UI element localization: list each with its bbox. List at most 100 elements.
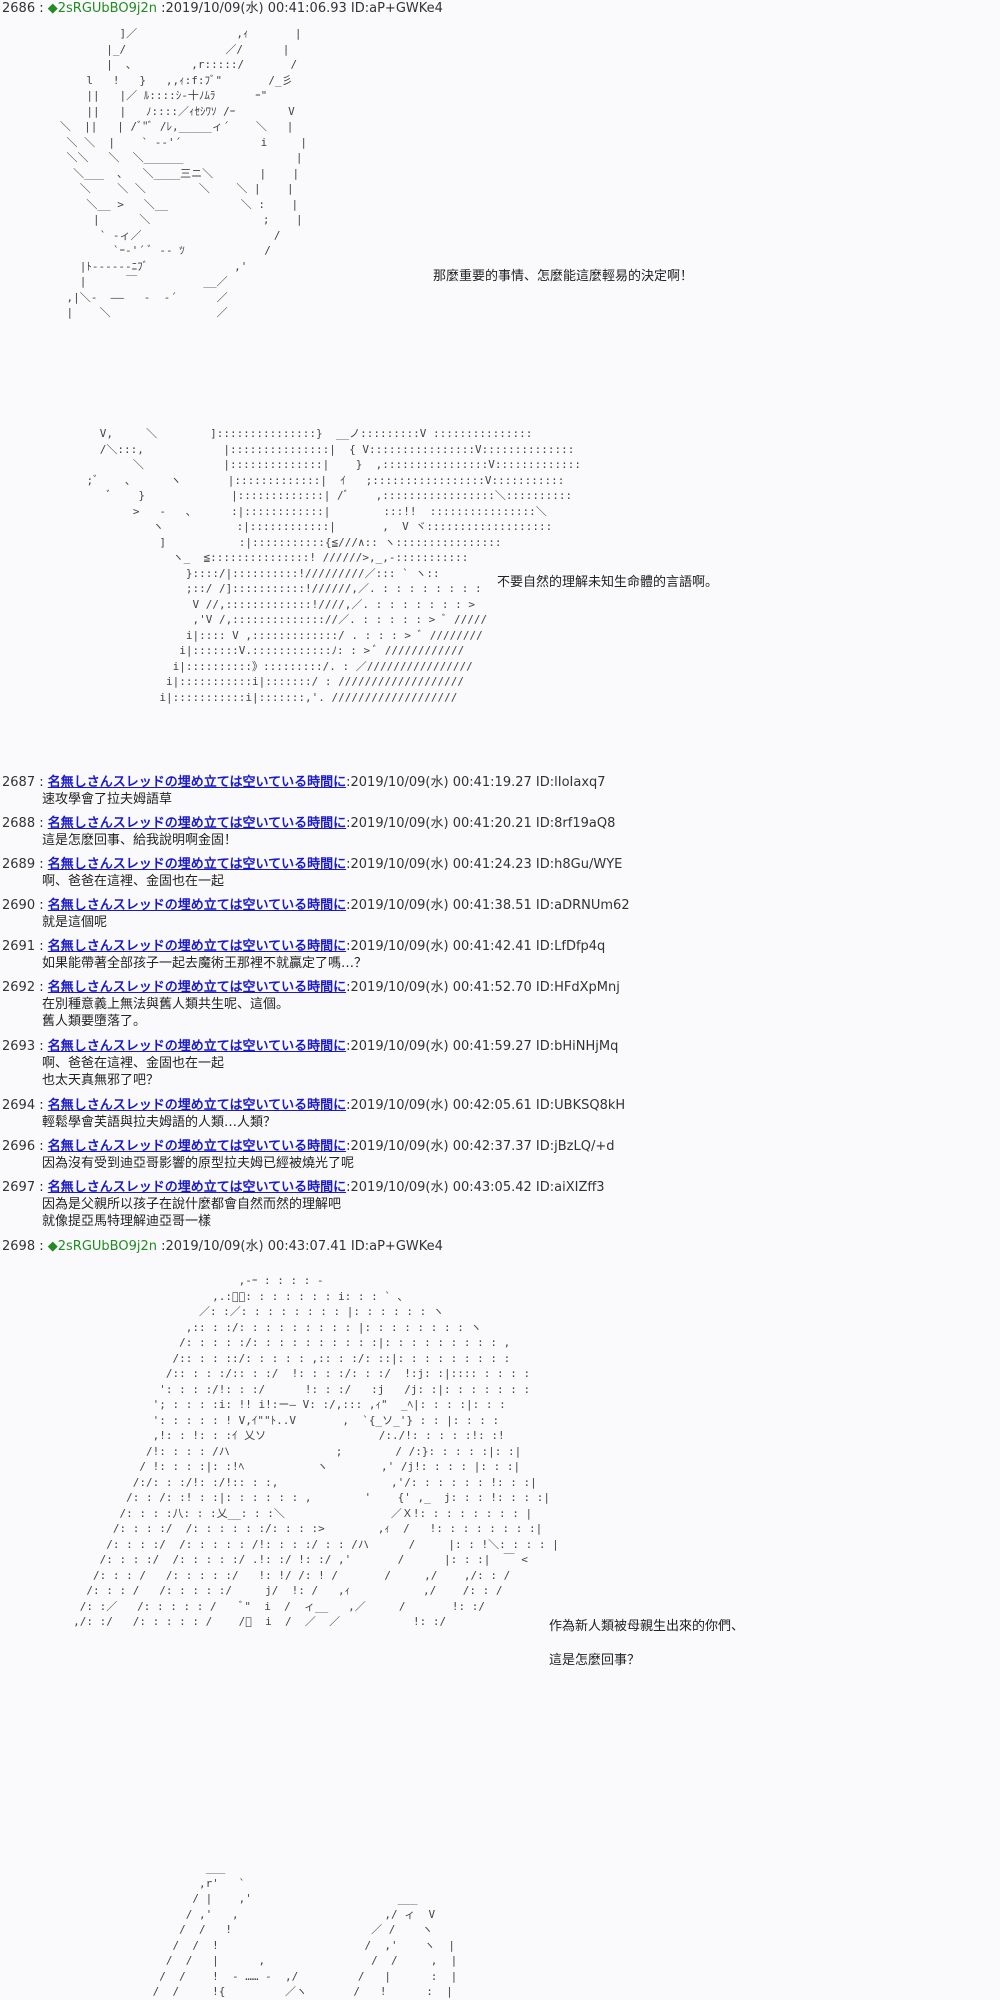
post-id[interactable]: ID:aiXIZff3 bbox=[535, 1180, 605, 1195]
post-id[interactable]: ID:h8Gu/WYE bbox=[535, 857, 623, 872]
post-date: 2019/10/09(水) 00:41:42.41 bbox=[350, 939, 532, 954]
post-number[interactable]: 2696 bbox=[2, 1139, 36, 1154]
post-body: 啊、爸爸在這裡、金固也在一起 bbox=[42, 873, 622, 890]
post-body: 如果能帶著全部孩子一起去魔術王那裡不就贏定了嗎…？ bbox=[42, 955, 605, 972]
post-line: 就像提亞馬特理解迪亞哥一樣 bbox=[42, 1214, 212, 1229]
post-date: 2019/10/09(水) 00:43:05.42 bbox=[350, 1180, 532, 1195]
post-date: 2019/10/09(水) 00:41:38.51 bbox=[350, 898, 532, 913]
poster-name-link[interactable]: 名無しさんスレッドの埋め立ては空いている時間に bbox=[47, 1098, 347, 1113]
poster-name-link[interactable]: 名無しさんスレッドの埋め立ては空いている時間に bbox=[47, 1139, 347, 1154]
poster-name-link[interactable]: 名無しさんスレッドの埋め立ては空いている時間に bbox=[47, 816, 347, 831]
post-id[interactable]: ID:lIoIaxq7 bbox=[535, 775, 606, 790]
post-line: 就是這個呢 bbox=[42, 915, 108, 930]
post-body: 就是這個呢 bbox=[42, 914, 630, 931]
dialogue-line: 這是怎麼回事？ bbox=[549, 1653, 641, 1668]
post-line: 啊、爸爸在這裡、金固也在一起 bbox=[42, 874, 225, 889]
post-line: 啊、爸爸在這裡、金固也在一起 bbox=[42, 1056, 225, 1071]
post: 2690 : 名無しさんスレッドの埋め立ては空いている時間に:2019/10/0… bbox=[2, 897, 630, 931]
post: 2697 : 名無しさんスレッドの埋め立ては空いている時間に:2019/10/0… bbox=[2, 1179, 605, 1230]
post-date: 2019/10/09(水) 00:41:52.70 bbox=[350, 980, 532, 995]
post-number[interactable]: 2690 bbox=[2, 898, 36, 913]
dialogue-line: 作為新人類被母親生出來的你們、 bbox=[549, 1619, 745, 1634]
post-line: 在別種意義上無法與舊人類共生呢、這個。 bbox=[42, 997, 290, 1012]
post-id[interactable]: ID:8rf19aQ8 bbox=[535, 816, 616, 831]
post-body: 在別種意義上無法與舊人類共生呢、這個。 舊人類要墮落了。 bbox=[42, 996, 620, 1030]
post-header: 2691 : 名無しさんスレッドの埋め立ては空いている時間に:2019/10/0… bbox=[2, 939, 606, 954]
ascii-art-2: V, ＼ ]:::::::::::::::} __ノ:::::::::V :::… bbox=[86, 427, 581, 704]
post-line: 因為是父親所以孩子在說什麼都會自然而然的理解吧 bbox=[42, 1197, 342, 1212]
post-number[interactable]: 2688 bbox=[2, 816, 36, 831]
poster-name-link[interactable]: 名無しさんスレッドの埋め立ては空いている時間に bbox=[47, 1039, 347, 1054]
post-body: 輕鬆學會芙語與拉夫姆語的人類…人類？ bbox=[42, 1114, 625, 1131]
post: 2686 : ◆2sRGUbBO9j2n :2019/10/09(水) 00:4… bbox=[2, 0, 443, 17]
post: 2688 : 名無しさんスレッドの埋め立ては空いている時間に:2019/10/0… bbox=[2, 815, 615, 849]
post: 2693 : 名無しさんスレッドの埋め立ては空いている時間に:2019/10/0… bbox=[2, 1038, 618, 1089]
post-id[interactable]: ID:aP+GWKe4 bbox=[350, 1239, 443, 1254]
ascii-art-4: ___ ,r' ` / | ,' ___ / ,' , ,/ ィ V / / ! bbox=[152, 1861, 458, 1998]
poster-name-link[interactable]: 名無しさんスレッドの埋め立ては空いている時間に bbox=[47, 939, 347, 954]
post-number[interactable]: 2689 bbox=[2, 857, 36, 872]
post-body: 因為是父親所以孩子在說什麼都會自然而然的理解吧 就像提亞馬特理解迪亞哥一樣 bbox=[42, 1196, 605, 1230]
post-date: 2019/10/09(水) 00:42:37.37 bbox=[350, 1139, 532, 1154]
poster-name-link[interactable]: 名無しさんスレッドの埋め立ては空いている時間に bbox=[47, 1180, 347, 1195]
post-body: 啊、爸爸在這裡、金固也在一起 也太天真無邪了吧？ bbox=[42, 1055, 618, 1089]
post-header: 2693 : 名無しさんスレッドの埋め立ては空いている時間に:2019/10/0… bbox=[2, 1039, 619, 1054]
post-line: 也太天真無邪了吧？ bbox=[42, 1073, 160, 1088]
poster-name-link[interactable]: 名無しさんスレッドの埋め立ては空いている時間に bbox=[47, 980, 347, 995]
poster-name-link[interactable]: 名無しさんスレッドの埋め立ては空いている時間に bbox=[47, 857, 347, 872]
post-header: 2689 : 名無しさんスレッドの埋め立ては空いている時間に:2019/10/0… bbox=[2, 857, 623, 872]
ascii-art-1: ]／ ,ｨ | |_/ ／/ | | ､ ,r:::::/ / l ! } ,,… bbox=[59, 27, 308, 319]
post: 2696 : 名無しさんスレッドの埋め立ては空いている時間に:2019/10/0… bbox=[2, 1138, 614, 1172]
dialogue-line: 那麼重要的事情、怎麼能這麼輕易的決定啊！ bbox=[433, 269, 694, 284]
post-line: 舊人類要墮落了。 bbox=[42, 1014, 147, 1029]
post-header: 2688 : 名無しさんスレッドの埋め立ては空いている時間に:2019/10/0… bbox=[2, 816, 616, 831]
ascii-art-3: ,-ｰ : : : : - ,.:ﾞ／: : : : : : : i: : : … bbox=[73, 1274, 559, 1628]
post-id[interactable]: ID:bHiNHjMq bbox=[535, 1039, 619, 1054]
post-number[interactable]: 2697 bbox=[2, 1180, 36, 1195]
post-header: 2696 : 名無しさんスレッドの埋め立ては空いている時間に:2019/10/0… bbox=[2, 1139, 615, 1154]
poster-trip: ◆2sRGUbBO9j2n bbox=[47, 1, 157, 16]
post-id[interactable]: ID:aDRNUm62 bbox=[535, 898, 630, 913]
post-line: 輕鬆學會芙語與拉夫姆語的人類…人類？ bbox=[42, 1115, 277, 1130]
post: 2698 : ◆2sRGUbBO9j2n :2019/10/09(水) 00:4… bbox=[2, 1238, 443, 1255]
post: 2694 : 名無しさんスレッドの埋め立ては空いている時間に:2019/10/0… bbox=[2, 1097, 625, 1131]
post-number[interactable]: 2686 bbox=[2, 1, 36, 16]
post-header: 2694 : 名無しさんスレッドの埋め立ては空いている時間に:2019/10/0… bbox=[2, 1098, 626, 1113]
post-number[interactable]: 2687 bbox=[2, 775, 36, 790]
post-id[interactable]: ID:LfDfp4q bbox=[535, 939, 606, 954]
post-id[interactable]: ID:jBzLQ/+d bbox=[535, 1139, 615, 1154]
post-header: 2697 : 名無しさんスレッドの埋め立ては空いている時間に:2019/10/0… bbox=[2, 1180, 605, 1195]
post-number[interactable]: 2698 bbox=[2, 1239, 36, 1254]
post-header: 2687 : 名無しさんスレッドの埋め立ては空いている時間に:2019/10/0… bbox=[2, 775, 606, 790]
post-id[interactable]: ID:UBKSQ8kH bbox=[535, 1098, 626, 1113]
post-date: 2019/10/09(水) 00:41:24.23 bbox=[350, 857, 532, 872]
post-number[interactable]: 2692 bbox=[2, 980, 36, 995]
post: 2691 : 名無しさんスレッドの埋め立ては空いている時間に:2019/10/0… bbox=[2, 938, 605, 972]
post-number[interactable]: 2693 bbox=[2, 1039, 36, 1054]
post: 2692 : 名無しさんスレッドの埋め立ては空いている時間に:2019/10/0… bbox=[2, 979, 620, 1030]
poster-name-link[interactable]: 名無しさんスレッドの埋め立ては空いている時間に bbox=[47, 775, 347, 790]
post-header: 2698 : ◆2sRGUbBO9j2n :2019/10/09(水) 00:4… bbox=[2, 1239, 443, 1254]
post-body: 因為沒有受到迪亞哥影響的原型拉夫姆已經被燒光了呢 bbox=[42, 1155, 614, 1172]
post-date: 2019/10/09(水) 00:41:06.93 bbox=[165, 1, 347, 16]
post-body: 速攻學會了拉夫姆語草 bbox=[42, 791, 606, 808]
post-line: 速攻學會了拉夫姆語草 bbox=[42, 792, 173, 807]
post-header: 2692 : 名無しさんスレッドの埋め立ては空いている時間に:2019/10/0… bbox=[2, 980, 620, 995]
post-line: 這是怎麽回事、給我說明啊金固！ bbox=[42, 833, 238, 848]
post-id[interactable]: ID:HFdXpMnj bbox=[535, 980, 620, 995]
post: 2689 : 名無しさんスレッドの埋め立ては空いている時間に:2019/10/0… bbox=[2, 856, 622, 890]
post-date: 2019/10/09(水) 00:43:07.41 bbox=[165, 1239, 347, 1254]
post-header: 2686 : ◆2sRGUbBO9j2n :2019/10/09(水) 00:4… bbox=[2, 1, 443, 16]
post-number[interactable]: 2694 bbox=[2, 1098, 36, 1113]
poster-trip: ◆2sRGUbBO9j2n bbox=[47, 1239, 157, 1254]
poster-name-link[interactable]: 名無しさんスレッドの埋め立ては空いている時間に bbox=[47, 898, 347, 913]
post-line: 因為沒有受到迪亞哥影響的原型拉夫姆已經被燒光了呢 bbox=[42, 1156, 355, 1171]
post-line: 如果能帶著全部孩子一起去魔術王那裡不就贏定了嗎…？ bbox=[42, 956, 368, 971]
dialogue-line: 不要自然的理解未知生命體的言語啊。 bbox=[497, 575, 719, 590]
post-id[interactable]: ID:aP+GWKe4 bbox=[350, 1, 443, 16]
post: 2687 : 名無しさんスレッドの埋め立ては空いている時間に:2019/10/0… bbox=[2, 774, 606, 808]
post-number[interactable]: 2691 bbox=[2, 939, 36, 954]
post-date: 2019/10/09(水) 00:42:05.61 bbox=[350, 1098, 532, 1113]
post-header: 2690 : 名無しさんスレッドの埋め立ては空いている時間に:2019/10/0… bbox=[2, 898, 630, 913]
post-date: 2019/10/09(水) 00:41:20.21 bbox=[350, 816, 532, 831]
